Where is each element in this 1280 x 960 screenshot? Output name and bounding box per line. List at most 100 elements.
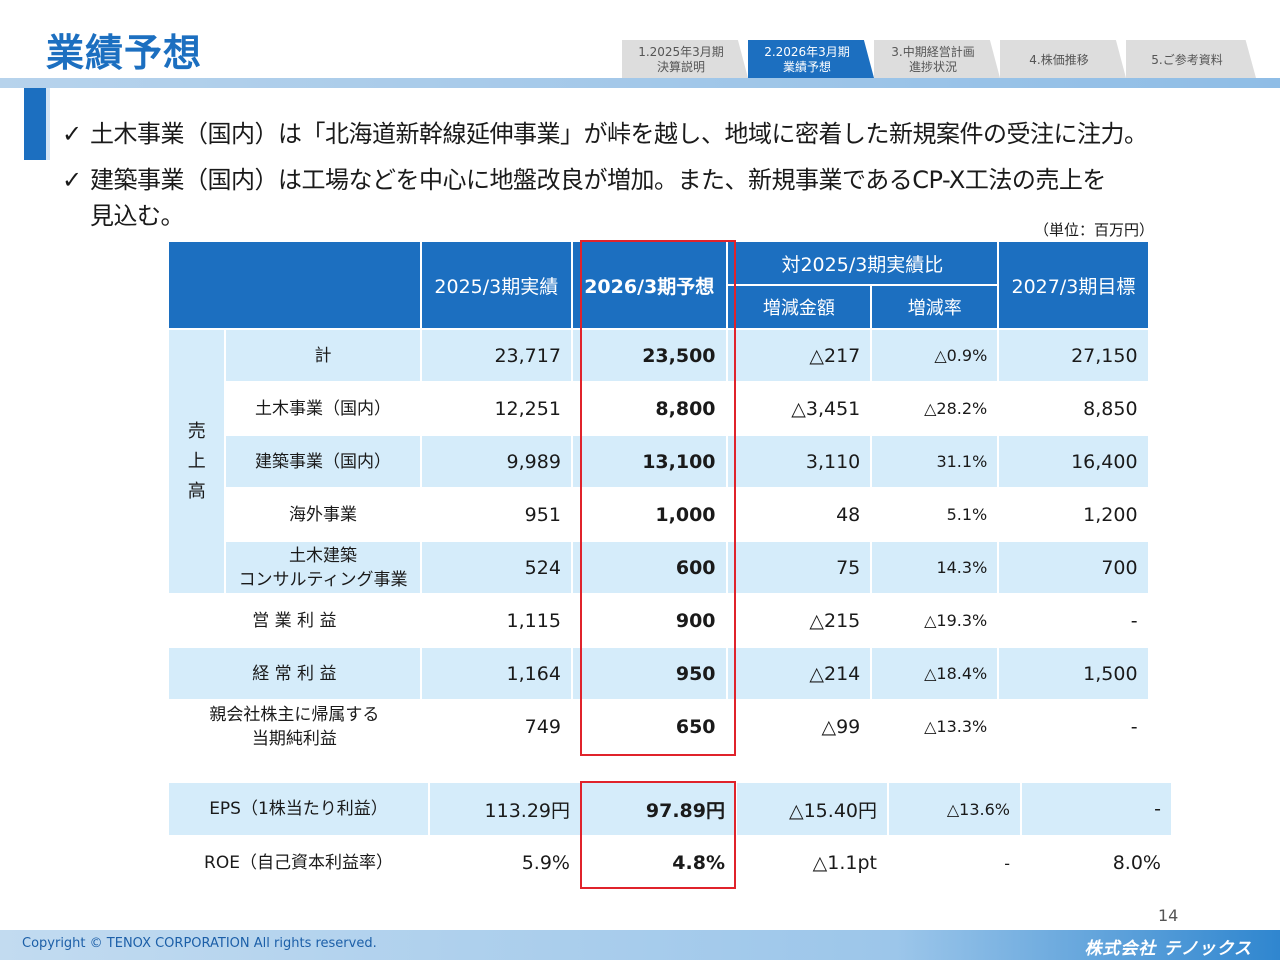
- unit-label: （単位：百万円）: [1034, 221, 1155, 239]
- page-number: 14: [1158, 906, 1179, 925]
- sales-char: 高: [187, 480, 206, 502]
- cell-rate: △19.3%: [870, 593, 1000, 648]
- row-label: 親会社株主に帰属する 当期純利益: [167, 699, 422, 754]
- table-row: EPS（1株当たり利益） 113.29円 97.89円 △15.40円 △13.…: [167, 781, 1173, 837]
- cell-rate: -: [887, 835, 1022, 891]
- cell-fy2027: -: [1020, 781, 1173, 837]
- cell-fy2025: 12,251: [419, 381, 573, 436]
- company-logo: 株式会社 テノックス: [1084, 939, 1252, 959]
- cell-diff: △99: [725, 699, 873, 754]
- table-row: 親会社株主に帰属する 当期純利益 749 650 △99 △13.3% -: [167, 699, 1279, 754]
- header-diff-amount: 増減金額: [725, 284, 873, 330]
- cell-fy2027: -: [997, 593, 1150, 648]
- cell-fy2026: 1,000: [570, 487, 728, 542]
- row-label: 土木建築 コンサルティング事業: [224, 540, 422, 595]
- cell-fy2025: 951: [419, 487, 573, 542]
- cell-fy2025: 9,989: [419, 434, 573, 489]
- header-fy2025: 2025/3期実績: [419, 240, 573, 330]
- cell-fy2027: 8.0%: [1020, 835, 1173, 891]
- header-blank: [167, 240, 422, 330]
- row-label: 経 常 利 益: [167, 646, 422, 701]
- bullet-2-text-line1: 建築事業（国内）は工場などを中心に地盤改良が増加。また、新規事業であるCP-X工…: [90, 166, 1106, 194]
- row-label: 土木事業（国内）: [224, 381, 422, 436]
- cell-fy2025: 5.9%: [428, 835, 582, 891]
- nav-tab-5-label: 5.ご参考資料: [1151, 52, 1223, 67]
- cell-fy2025: 23,717: [419, 328, 573, 383]
- nav-tab-4[interactable]: 4.株価推移: [1000, 40, 1126, 78]
- cell-rate: △0.9%: [870, 328, 1000, 383]
- header-fy2026: 2026/3期予想: [570, 240, 728, 330]
- cell-fy2025: 749: [419, 699, 573, 754]
- footer-bar: [0, 930, 1280, 960]
- check-icon: ✓: [62, 120, 82, 148]
- header-fy2027: 2027/3期目標: [997, 240, 1150, 330]
- nav-tab-1-label: 1.2025年3月期 決算説明: [638, 45, 724, 74]
- header-vs-fy2025: 対2025/3期実績比: [725, 240, 1000, 286]
- cell-fy2027: 1,500: [997, 646, 1150, 701]
- table-row: ROE（自己資本利益率） 5.9% 4.8% △1.1pt - 8.0%: [167, 835, 1173, 891]
- cell-diff: △215: [725, 593, 873, 648]
- cell-diff: △3,451: [725, 381, 873, 436]
- left-accent-bar: [24, 88, 46, 160]
- cell-fy2025: 113.29円: [428, 781, 582, 837]
- nav-tab-3-label: 3.中期経営計画 進捗状況: [891, 45, 975, 74]
- cell-diff: 3,110: [725, 434, 873, 489]
- forecast-table: 2025/3期実績 2026/3期予想 対2025/3期実績比 2027/3期目…: [166, 240, 1280, 754]
- cell-fy2027: 8,850: [997, 381, 1150, 436]
- cell-fy2026: 600: [570, 540, 728, 595]
- cell-fy2025: 1,115: [419, 593, 573, 648]
- bullet-2: ✓ 建築事業（国内）は工場などを中心に地盤改良が増加。また、新規事業であるCP-X…: [62, 162, 1106, 198]
- cell-rate: 31.1%: [870, 434, 1000, 489]
- nav-tab-1[interactable]: 1.2025年3月期 決算説明: [622, 40, 748, 78]
- left-accent-stripe: [46, 88, 50, 160]
- row-label: ROE（自己資本利益率）: [167, 835, 430, 891]
- table-row: 土木事業（国内） 12,251 8,800 △3,451 △28.2% 8,85…: [168, 381, 1279, 436]
- cell-fy2026: 8,800: [570, 381, 728, 436]
- cell-fy2026: 97.89円: [580, 781, 737, 837]
- cell-fy2026: 4.8%: [580, 835, 737, 891]
- bullet-1: ✓ 土木事業（国内）は「北海道新幹線延伸事業」が峠を越し、地域に密着した新規案件の…: [62, 116, 1148, 152]
- cell-fy2025: 524: [419, 540, 573, 595]
- cell-diff: △1.1pt: [735, 835, 889, 891]
- eps-roe-table: EPS（1株当たり利益） 113.29円 97.89円 △15.40円 △13.…: [167, 781, 1173, 891]
- cell-diff: △217: [725, 328, 873, 383]
- copyright-text: Copyright © TENOX CORPORATION All rights…: [22, 936, 377, 951]
- cell-diff: △214: [725, 646, 873, 701]
- cell-fy2026: 650: [570, 699, 728, 754]
- cell-rate: 5.1%: [870, 487, 1000, 542]
- page-title: 業績予想: [46, 31, 203, 75]
- row-label: 海外事業: [224, 487, 422, 542]
- check-icon: ✓: [62, 166, 82, 194]
- cell-rate: △13.3%: [870, 699, 1000, 754]
- cell-fy2027: 700: [997, 540, 1150, 595]
- nav-tab-5[interactable]: 5.ご参考資料: [1126, 40, 1256, 78]
- cell-fy2026: 900: [570, 593, 728, 648]
- header-bar: [0, 78, 1280, 88]
- row-label: 計: [224, 328, 422, 383]
- cell-fy2027: -: [997, 699, 1150, 754]
- cell-diff: 48: [725, 487, 873, 542]
- table-row: 売 上 高 計 23,717 23,500 △217 △0.9% 27,150: [166, 328, 1279, 595]
- row-label: 営 業 利 益: [167, 593, 422, 648]
- cell-fy2025: 1,164: [419, 646, 573, 701]
- cell-fy2027: 27,150: [997, 328, 1150, 383]
- cell-diff: 75: [725, 540, 873, 595]
- table-row: 建築事業（国内） 9,989 13,100 3,110 31.1% 16,400: [168, 434, 1279, 489]
- cell-rate: △18.4%: [870, 646, 1000, 701]
- sales-char: 上: [187, 450, 206, 472]
- cell-rate: △28.2%: [870, 381, 1000, 436]
- table-row: 営 業 利 益 1,115 900 △215 △19.3% -: [167, 593, 1279, 648]
- nav-tab-2-label: 2.2026年3月期 業績予想: [764, 45, 850, 74]
- sales-side-label: 売 上 高: [166, 328, 227, 595]
- cell-fy2027: 1,200: [997, 487, 1150, 542]
- nav-tab-2[interactable]: 2.2026年3月期 業績予想: [748, 40, 874, 78]
- nav-tab-3[interactable]: 3.中期経営計画 進捗状況: [874, 40, 1000, 78]
- sales-char: 売: [187, 420, 206, 442]
- cell-rate: △13.6%: [887, 781, 1022, 837]
- cell-rate: 14.3%: [870, 540, 1000, 595]
- cell-fy2026: 13,100: [570, 434, 728, 489]
- table-row: 経 常 利 益 1,164 950 △214 △18.4% 1,500: [167, 646, 1279, 701]
- cell-fy2026: 23,500: [570, 328, 728, 383]
- table-row: 海外事業 951 1,000 48 5.1% 1,200: [168, 487, 1279, 542]
- bullet-2-text-line2: 見込む。: [90, 202, 185, 230]
